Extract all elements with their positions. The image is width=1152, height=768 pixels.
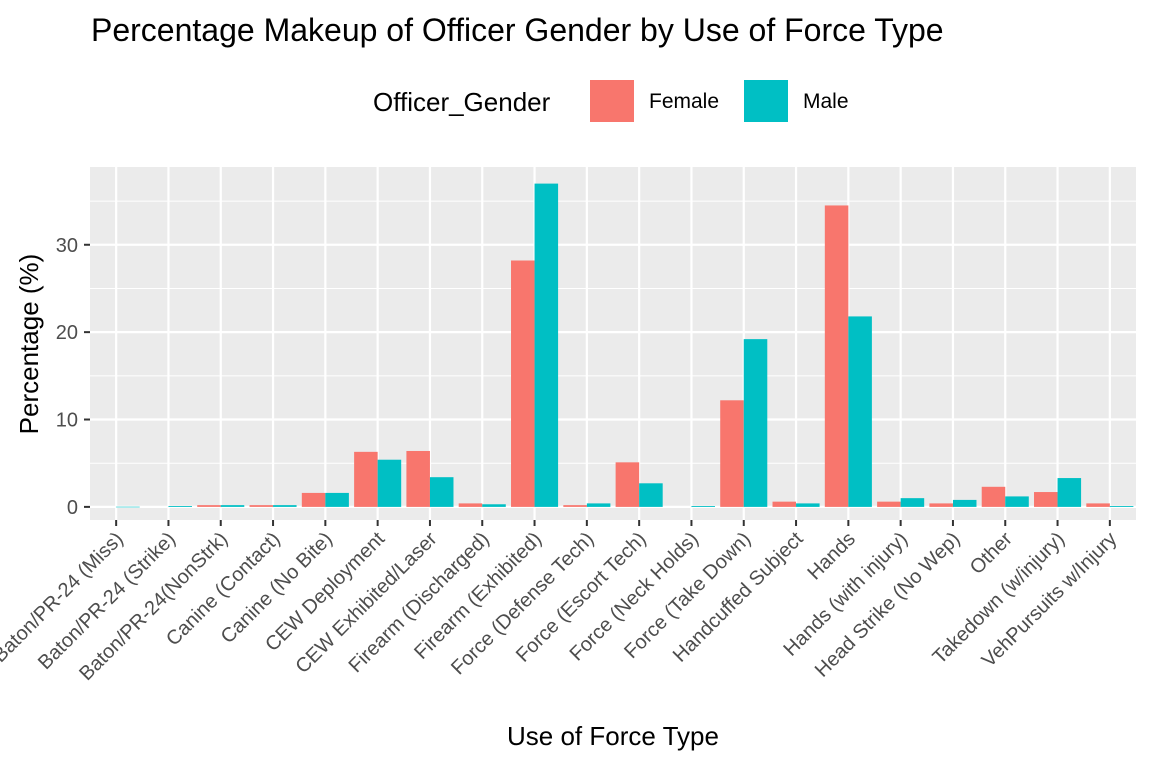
y-tick-label: 30 <box>56 235 78 257</box>
bar-male <box>377 459 402 507</box>
x-axis: Baton/PR-24 (Miss)Baton/PR-24 (Strike)Ba… <box>0 520 1121 685</box>
bar-female <box>354 451 378 507</box>
bar-female <box>197 505 221 507</box>
bar-female <box>563 505 587 507</box>
y-tick-label: 0 <box>67 497 78 519</box>
bar-female <box>1034 492 1058 507</box>
bar-female <box>772 501 797 507</box>
bar-female <box>1086 503 1110 507</box>
bar-male <box>586 503 611 507</box>
bar-female <box>877 501 901 507</box>
bar-male <box>429 477 454 507</box>
legend-swatch-male <box>744 80 788 122</box>
bar-male <box>691 506 715 507</box>
plot-panel <box>90 167 1136 520</box>
legend-swatch-female <box>590 80 634 122</box>
bar-male <box>482 504 506 507</box>
bar-male <box>1057 478 1082 507</box>
y-axis: 0 10 20 30 <box>56 235 90 519</box>
legend: Officer_Gender Female Male <box>373 80 849 122</box>
bar-male <box>220 505 245 507</box>
y-axis-title: Percentage (%) <box>14 254 44 435</box>
bar-female <box>615 462 640 507</box>
legend-label-male: Male <box>803 90 849 113</box>
bar-male <box>1005 496 1029 507</box>
bar-male <box>1109 506 1134 507</box>
legend-label-female: Female <box>649 90 719 113</box>
bar-male <box>273 505 297 507</box>
bar-female <box>406 450 430 507</box>
bar-male <box>848 316 872 507</box>
bar-male <box>534 183 559 507</box>
x-axis-title: Use of Force Type <box>507 721 719 751</box>
bar-female <box>929 503 953 507</box>
bar-male <box>168 506 192 507</box>
bar-female <box>249 505 274 507</box>
y-tick-label: 10 <box>56 410 78 432</box>
bar-male <box>743 339 768 507</box>
bar-female <box>824 205 849 507</box>
bar-female <box>511 260 535 507</box>
bar-male <box>900 498 925 507</box>
bars <box>116 183 1134 508</box>
bar-male <box>325 492 349 507</box>
bar-female <box>301 492 326 507</box>
bar-male <box>116 506 140 508</box>
bar-female <box>720 400 744 507</box>
chart-title: Percentage Makeup of Officer Gender by U… <box>91 12 944 48</box>
bar-male <box>796 503 820 507</box>
bar-female <box>981 486 1006 507</box>
bar-male <box>952 499 977 507</box>
bar-male <box>639 483 663 507</box>
y-tick-label: 20 <box>56 322 78 344</box>
legend-title: Officer_Gender <box>373 87 551 117</box>
bar-female <box>458 503 483 507</box>
